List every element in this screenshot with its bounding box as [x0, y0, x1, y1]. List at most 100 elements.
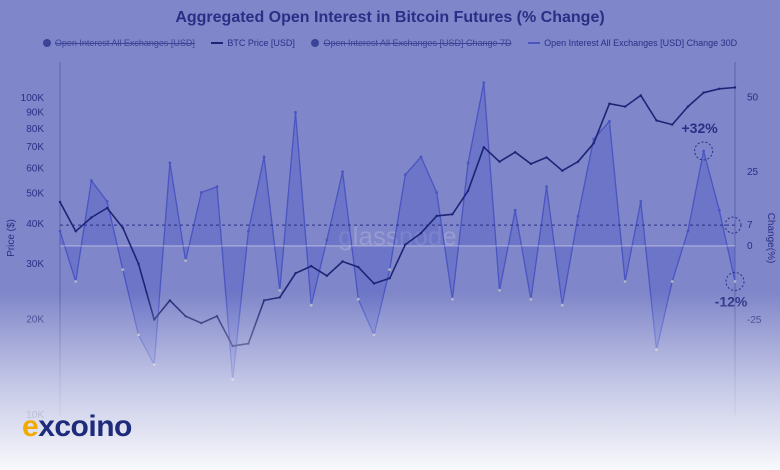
change-30d-point: [74, 280, 78, 283]
change-30d-point: [372, 333, 376, 337]
legend-label-btc-price: BTC Price [USD]: [227, 38, 295, 48]
btc-price-point: [498, 160, 501, 163]
legend-dot-icon: [311, 39, 320, 47]
annotation-label: -12%: [715, 294, 748, 310]
change-30d-point: [702, 149, 705, 153]
y-right-axis-label: Change(%): [765, 213, 776, 264]
x-tick-label: 2025 Jul: [720, 420, 750, 429]
y-right-tick-label: 25: [747, 167, 759, 178]
change-30d-point: [639, 200, 643, 203]
change-30d-point: [686, 229, 690, 233]
change-30d-point: [105, 200, 109, 203]
btc-price-point: [357, 265, 360, 269]
change-30d-point: [388, 268, 392, 271]
btc-price-point: [435, 214, 438, 218]
change-30d-point: [137, 333, 140, 337]
btc-price-point: [294, 272, 297, 275]
btc-price-point: [545, 156, 548, 159]
btc-price-point: [325, 274, 329, 277]
btc-price-line: [59, 86, 736, 347]
btc-price-point: [105, 206, 109, 210]
legend-item-oi-30d[interactable]: Open Interest All Exchanges [USD] Change…: [528, 38, 737, 48]
change-30d-point: [623, 280, 627, 283]
change-30d-point: [529, 297, 533, 301]
btc-price-point: [718, 87, 721, 91]
btc-price-point: [231, 344, 234, 348]
change-30d-point: [168, 161, 172, 165]
change-30d-point: [90, 179, 93, 183]
btc-price-point: [419, 231, 423, 235]
legend-label-oi-7d: Open Interest All Exchanges [USD] Change…: [323, 38, 512, 48]
change-30d-point: [231, 378, 235, 381]
change-30d-point: [215, 185, 219, 189]
btc-price-point: [514, 151, 517, 154]
x-tick-label: 2023 Jan: [248, 420, 281, 429]
change-30d-point: [356, 297, 360, 301]
btc-price-point: [168, 299, 172, 302]
btc-price-point: [372, 282, 376, 285]
y-left-tick-label: 60K: [26, 163, 44, 174]
change-30d-point: [403, 173, 407, 177]
btc-price-point: [451, 213, 454, 216]
change-30d-point: [513, 208, 517, 212]
change-30d-point: [58, 229, 62, 233]
change-30d-point: [247, 229, 250, 233]
x-tick-label: 2024 Oct: [577, 420, 610, 429]
btc-price-point: [671, 123, 674, 126]
btc-price-point: [466, 189, 470, 192]
y-right-tick-label: 0: [747, 241, 753, 252]
btc-price-point: [388, 277, 391, 280]
btc-price-point: [153, 318, 156, 321]
btc-price-point: [58, 200, 62, 204]
change-30d-point: [498, 289, 501, 292]
change-30d-point: [152, 363, 156, 366]
chart-title: Aggregated Open Interest in Bitcoin Futu…: [175, 9, 605, 26]
btc-price-point: [184, 315, 187, 318]
btc-price-point: [90, 216, 93, 219]
change-30d-point: [121, 268, 125, 271]
change-30d-point: [278, 289, 282, 292]
y-left-tick-label: 20K: [26, 315, 44, 326]
change-30d-point: [466, 161, 470, 165]
x-tick-label: 2024 Apr: [484, 420, 516, 429]
change-30d-point: [435, 191, 439, 194]
btc-price-point: [121, 226, 125, 229]
btc-price-point: [733, 86, 737, 89]
change-30d-point: [451, 297, 454, 301]
change-30d-point: [670, 280, 674, 283]
change-30d-point: [576, 214, 580, 218]
legend-item-oi-7d[interactable]: Open Interest All Exchanges [USD] Change…: [311, 38, 512, 48]
change-30d-point: [733, 280, 737, 283]
change-30d-area: [60, 82, 735, 380]
y-right-tick-label: 50: [747, 93, 759, 104]
change-30d-point: [262, 155, 266, 159]
chart-legend: Open Interest All Exchanges [USD] BTC Pr…: [0, 38, 780, 48]
y-left-tick-label: 40K: [26, 219, 44, 230]
x-tick-label: 2025 Apr: [672, 420, 704, 429]
change-30d-point: [294, 111, 297, 114]
x-tick-label: 2022 Oct: [201, 420, 234, 429]
btc-price-point: [278, 296, 281, 299]
btc-price-point: [561, 169, 564, 172]
legend-item-btc-price[interactable]: BTC Price [USD]: [211, 38, 295, 48]
btc-price-point: [623, 105, 627, 108]
change-30d-point: [545, 185, 548, 189]
btc-price-point: [482, 146, 485, 149]
btc-price-point: [576, 160, 580, 163]
x-tick-label: 2023 Oct: [389, 420, 422, 429]
btc-price-point: [200, 321, 203, 325]
change-30d-point: [482, 81, 486, 85]
x-tick-label: 2022 Jul: [155, 420, 185, 429]
legend-label-oi: Open Interest All Exchanges [USD]: [54, 38, 195, 48]
btc-price-point: [655, 119, 658, 122]
btc-price-point: [529, 162, 533, 166]
change-30d-point: [655, 348, 658, 352]
btc-price-point: [702, 91, 705, 94]
legend-line-icon: [211, 42, 224, 44]
change-30d-point: [199, 191, 203, 194]
btc-price-point: [74, 230, 77, 233]
legend-item-oi[interactable]: Open Interest All Exchanges [USD]: [42, 38, 195, 48]
x-tick-label: 2025 Jan: [624, 420, 657, 429]
